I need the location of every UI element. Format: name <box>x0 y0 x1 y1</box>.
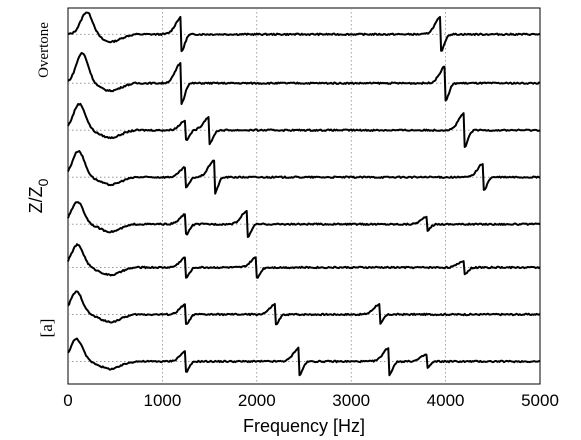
x-tick-labels: 0 1000 2000 3000 4000 5000 <box>63 391 559 410</box>
x-tick-label: 4000 <box>427 391 465 410</box>
x-tick-label: 0 <box>63 391 72 410</box>
series-line <box>67 150 541 195</box>
overtone-label: Overtone <box>36 22 52 78</box>
svg-text:Z/Z0: Z/Z0 <box>26 178 51 213</box>
x-gridlines <box>161 8 447 384</box>
y-axis-title: Z/Z0 <box>26 178 51 213</box>
x-tick-label: 3000 <box>332 391 370 410</box>
x-axis-title: Frequency [Hz] <box>243 416 365 436</box>
series-line <box>67 337 541 377</box>
series-a-label: [a] <box>37 319 56 338</box>
x-tick-label: 5000 <box>521 391 559 410</box>
series-line <box>67 201 541 238</box>
y-axis-title-subscript: 0 <box>35 178 51 186</box>
x-tick-label: 1000 <box>143 391 181 410</box>
series-line <box>67 52 541 105</box>
series-line <box>67 290 541 326</box>
series-line <box>67 102 541 148</box>
series-line <box>67 11 540 53</box>
series-traces <box>67 11 541 377</box>
series-line <box>67 243 541 279</box>
y-axis-title-main: Z/Z <box>26 186 46 213</box>
plot-frame <box>67 7 541 385</box>
x-tick-label: 2000 <box>238 391 276 410</box>
